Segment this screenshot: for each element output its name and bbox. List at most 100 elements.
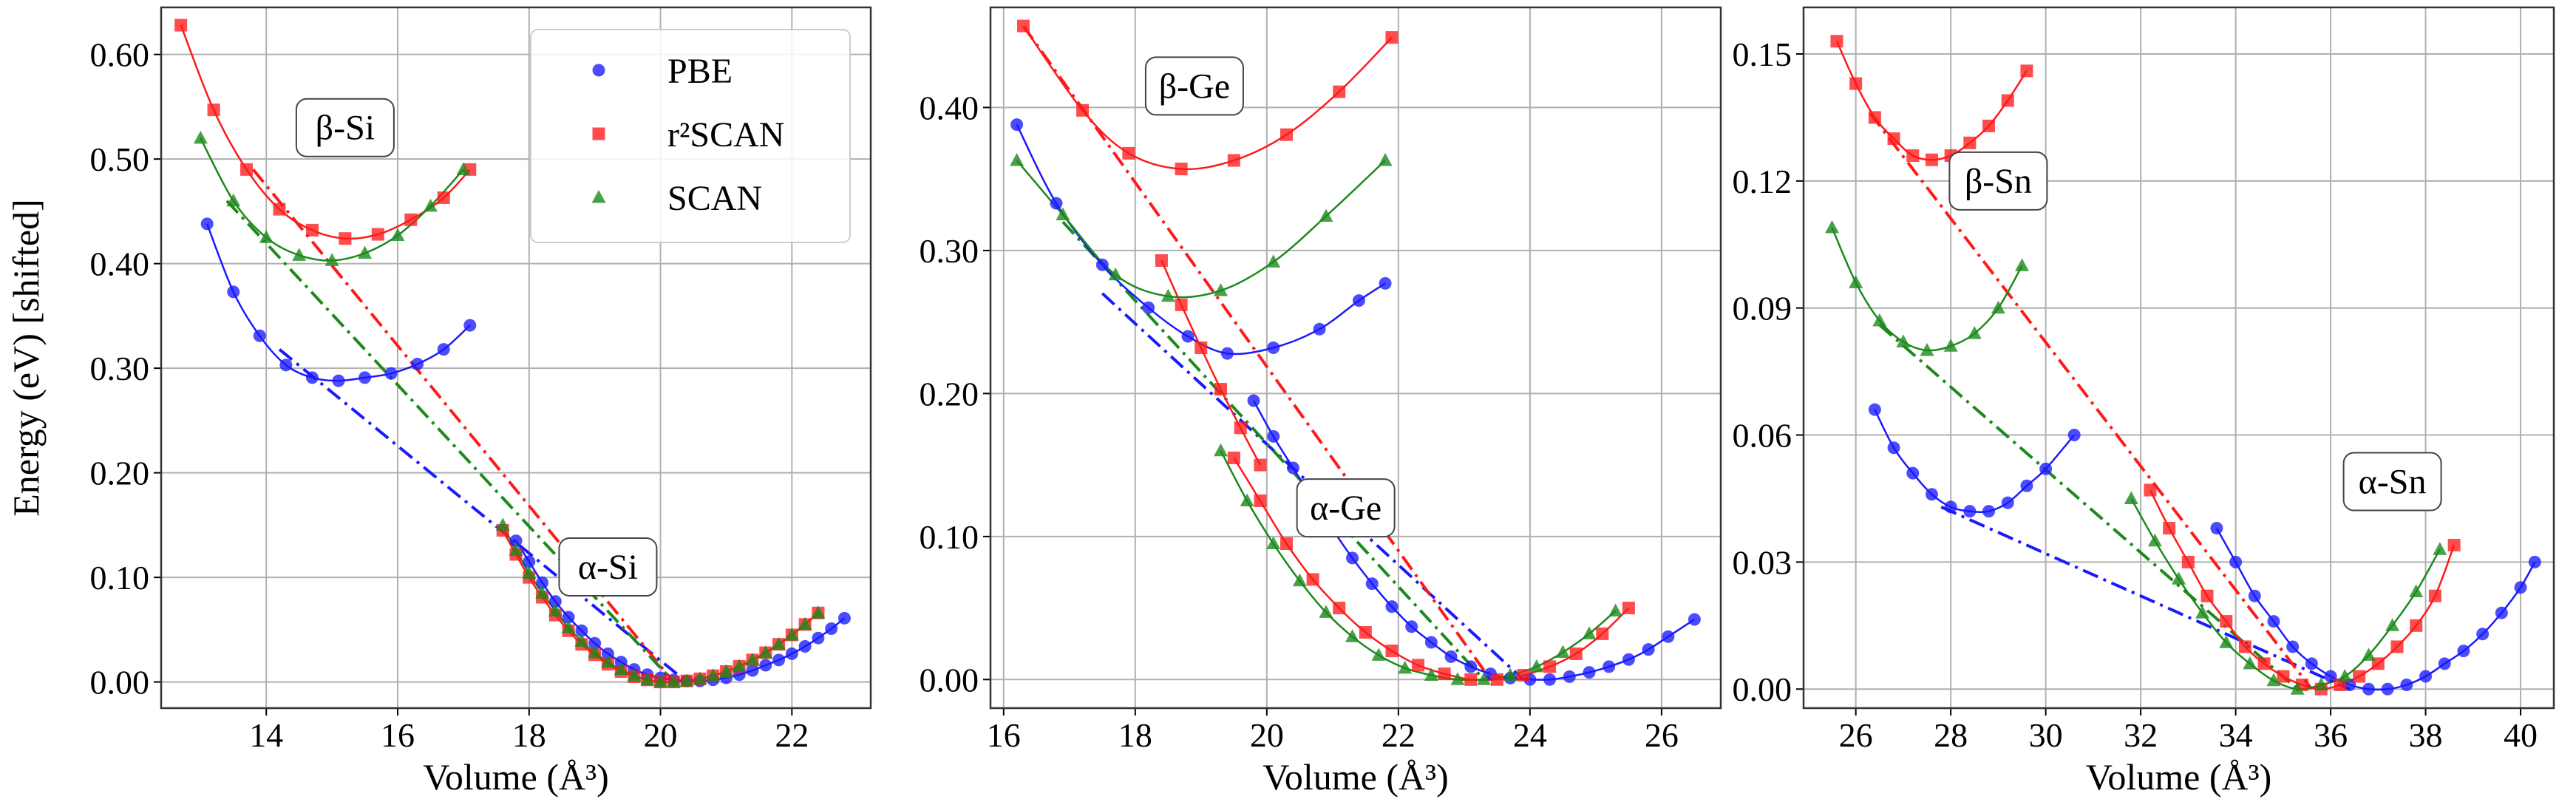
data-point-pbe <box>772 653 786 667</box>
fit-curve-scan <box>1831 227 2023 352</box>
data-point-r2scan <box>404 213 418 226</box>
data-point-r2scan <box>1596 627 1609 640</box>
fit-curve-r2scan <box>1835 41 2028 161</box>
data-point-pbe <box>1642 643 1655 656</box>
data-point-pbe <box>812 631 825 645</box>
data-point-scan <box>390 228 405 241</box>
data-point-r2scan <box>207 103 220 117</box>
data-point-scan <box>2385 618 2400 631</box>
data-point-r2scan <box>2410 619 2423 632</box>
data-point-scan <box>1849 275 1863 288</box>
data-point-r2scan <box>1906 149 1920 162</box>
legend-marker-r2scan <box>592 127 605 140</box>
data-point-pbe <box>227 285 240 299</box>
y-tick-label: 0.06 <box>1733 417 1792 455</box>
data-point-r2scan <box>371 228 384 241</box>
data-point-pbe <box>1662 630 1675 643</box>
data-point-pbe <box>1095 258 1109 271</box>
x-axis-label: Volume (Å³) <box>423 756 609 798</box>
data-point-scan <box>1477 672 1492 685</box>
data-point-pbe <box>575 624 588 637</box>
data-point-r2scan <box>1155 254 1168 267</box>
fit-curve-pbe <box>206 223 471 382</box>
data-point-r2scan <box>1385 645 1399 658</box>
data-point-pbe <box>1583 666 1596 679</box>
data-point-r2scan <box>1963 136 1977 149</box>
data-point-scan <box>2361 648 2376 661</box>
data-point-r2scan <box>1982 119 1996 132</box>
data-point-pbe <box>305 371 319 384</box>
legend-box <box>530 29 851 243</box>
data-point-scan <box>495 517 510 531</box>
data-point-r2scan <box>1385 31 1399 44</box>
data-point-scan <box>1345 629 1360 642</box>
data-point-r2scan <box>1830 35 1843 48</box>
data-point-scan <box>1608 603 1623 616</box>
data-point-pbe <box>746 664 759 677</box>
x-tick-label: 30 <box>2029 716 2063 754</box>
legend-marker-pbe <box>592 64 605 77</box>
data-point-r2scan <box>1438 667 1451 681</box>
data-point-r2scan <box>1543 660 1557 673</box>
data-point-r2scan <box>2181 555 2195 568</box>
y-tick-label: 0.30 <box>90 350 150 387</box>
phase-annotation-box <box>1296 478 1396 538</box>
fit-curve-r2scan <box>1233 457 1630 682</box>
data-point-pbe <box>2381 682 2394 696</box>
data-point-r2scan <box>2163 522 2176 535</box>
data-point-scan <box>1896 334 1911 348</box>
data-point-pbe <box>1286 461 1299 475</box>
data-point-r2scan <box>1227 451 1240 464</box>
x-tick-label: 22 <box>775 716 809 754</box>
data-point-pbe <box>536 576 549 589</box>
phase-annotation-label: β-Ge <box>1159 67 1230 106</box>
x-tick-label: 28 <box>1934 716 1968 754</box>
x-tick-label: 26 <box>1839 716 1873 754</box>
x-tick-label: 22 <box>1382 716 1416 754</box>
data-point-scan <box>693 671 707 684</box>
data-point-pbe <box>1868 403 1881 416</box>
common-tangent-r2scan <box>1869 112 2313 690</box>
phase-annotation-label: α-Ge <box>1310 489 1382 528</box>
data-point-scan <box>1398 660 1413 674</box>
data-point-pbe <box>509 534 523 548</box>
data-point-r2scan <box>1234 421 1247 435</box>
x-tick-label: 24 <box>1513 716 1547 754</box>
data-point-scan <box>1160 288 1175 302</box>
phase-annotation-box <box>1948 151 2048 211</box>
data-point-r2scan <box>2390 640 2404 653</box>
data-point-scan <box>193 130 208 144</box>
data-point-scan <box>1991 300 2005 314</box>
data-point-r2scan <box>1306 573 1319 586</box>
y-tick-label: 0.20 <box>920 375 979 412</box>
data-point-scan <box>1371 648 1386 661</box>
x-tick-label: 16 <box>987 716 1021 754</box>
data-point-pbe <box>1405 620 1418 633</box>
data-point-scan <box>522 565 537 579</box>
data-point-scan <box>2409 584 2424 597</box>
data-point-pbe <box>1543 673 1557 686</box>
data-point-scan <box>1943 339 1958 352</box>
common-tangent-pbe <box>1940 506 2351 691</box>
data-point-r2scan <box>2428 589 2441 602</box>
data-point-pbe <box>1963 505 1977 518</box>
x-tick-label: 20 <box>1250 716 1284 754</box>
axes-frame <box>989 6 1722 710</box>
legend-label-scan: SCAN <box>667 179 762 218</box>
legend: PBE r²SCAN SCAN <box>530 29 851 243</box>
data-point-scan <box>2337 669 2352 682</box>
data-point-pbe <box>1424 636 1438 649</box>
data-point-pbe <box>411 357 424 370</box>
data-point-scan <box>358 245 373 259</box>
data-point-r2scan <box>1849 77 1863 90</box>
data-point-pbe <box>279 358 293 372</box>
data-point-scan <box>226 193 241 207</box>
x-tick-label: 16 <box>381 716 415 754</box>
x-tick-label: 26 <box>1645 716 1679 754</box>
common-tangent-scan <box>1061 220 1486 681</box>
data-point-r2scan <box>305 223 319 237</box>
data-point-scan <box>784 627 799 641</box>
data-point-scan <box>1503 667 1518 682</box>
data-point-scan <box>1967 326 1982 339</box>
phase-annotation-label: β-Si <box>316 109 375 148</box>
